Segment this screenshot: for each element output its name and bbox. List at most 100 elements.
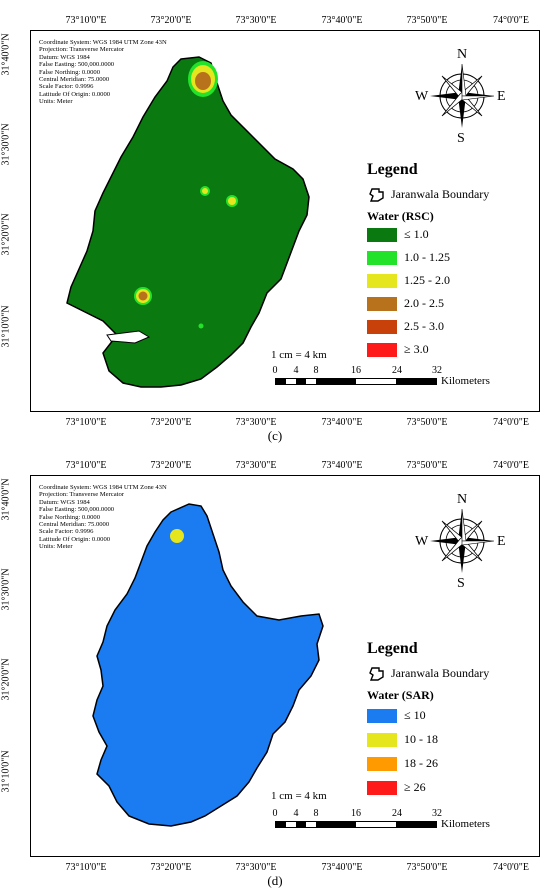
- figure-caption: (c): [267, 428, 283, 443]
- meta-line: False Northing: 0.0000: [39, 513, 100, 521]
- compass-e: E: [497, 534, 506, 549]
- legend-item: 18 - 26: [367, 756, 438, 771]
- jaranwala-sar-map: [92, 503, 324, 827]
- lat-label-left: 31°40'0"N: [0, 478, 12, 521]
- legend-swatch: [367, 756, 397, 771]
- meta-line: Units: Meter: [39, 543, 73, 551]
- scale-tick: 32: [432, 365, 442, 376]
- legend-item: 10 - 18: [367, 732, 438, 747]
- boundary-icon: [369, 666, 384, 681]
- lon-label-top: 73°10'0"E: [65, 15, 107, 26]
- legend-swatch: [367, 250, 397, 265]
- scale-tick: 16: [351, 808, 361, 819]
- meta-line: Latitude Of Origin: 0.0000: [39, 90, 111, 98]
- scale-tick: 24: [392, 808, 402, 819]
- lat-label-left: 31°30'0"N: [0, 568, 12, 611]
- meta-line: Central Meridian: 75.0000: [39, 521, 110, 529]
- figure-caption: (d): [267, 873, 283, 888]
- lon-label-bottom: 73°30'0"E: [235, 417, 277, 428]
- legend-swatch: [367, 227, 397, 242]
- meta-line: False Easting: 500,000.0000: [39, 61, 115, 69]
- lat-label-left: 31°20'0"N: [0, 658, 12, 701]
- legend-boundary: Jaranwala Boundary: [369, 666, 489, 681]
- scale-tick: 4: [293, 365, 299, 376]
- compass-s: S: [457, 576, 465, 591]
- lon-label-top: 73°50'0"E: [406, 15, 448, 26]
- legend-item: ≤ 10: [367, 708, 426, 723]
- legend-title: Legend: [367, 161, 418, 178]
- lon-label-bottom: 73°50'0"E: [406, 417, 448, 428]
- scale-tick: 8: [313, 365, 319, 376]
- legend-item: 1.0 - 1.25: [367, 250, 450, 265]
- meta-line: Projection: Transverse Mercator: [39, 46, 124, 54]
- lat-label-left: 31°40'0"N: [0, 33, 12, 76]
- compass-e: E: [497, 89, 506, 104]
- lon-label-top: 73°10'0"E: [65, 460, 107, 471]
- lon-label-bottom: 73°30'0"E: [235, 862, 277, 873]
- lon-label-bottom: 73°10'0"E: [65, 862, 107, 873]
- meta-line: Scale Factor: 0.9996: [39, 528, 94, 536]
- legend-boundary: Jaranwala Boundary: [369, 187, 489, 202]
- map-frame: 73°10'0"E 73°20'0"E 73°30'0"E 73°40'0"E …: [1, 460, 540, 873]
- lon-label-top: 73°20'0"E: [150, 15, 192, 26]
- legend-item: 2.5 - 3.0: [367, 319, 444, 334]
- map-panel-c: 73°10'0"E 73°20'0"E 73°30'0"E 73°40'0"E …: [0, 0, 550, 445]
- compass-w: W: [415, 89, 429, 104]
- legend-swatch: [367, 780, 397, 795]
- meta-line: Datum: WGS 1984: [39, 498, 90, 506]
- lon-label-bottom: 73°40'0"E: [321, 417, 363, 428]
- lat-label-left: 31°20'0"N: [0, 213, 12, 256]
- lon-label-top: 73°40'0"E: [321, 15, 363, 26]
- lat-label-left: 31°10'0"N: [0, 750, 12, 793]
- legend-item-label: ≤ 10: [404, 708, 426, 722]
- meta-line: Coordinate System: WGS 1984 UTM Zone 43N: [39, 39, 167, 46]
- meta-line: False Easting: 500,000.0000: [39, 506, 115, 514]
- meta-line: False Northing: 0.0000: [39, 68, 100, 76]
- projection-info: Coordinate System: WGS 1984 UTM Zone 43N…: [39, 484, 167, 551]
- scale-tick: 24: [392, 365, 402, 376]
- scale-tick: 4: [293, 808, 299, 819]
- legend-item: 2.0 - 2.5: [367, 296, 444, 311]
- legend-subtitle: Water (RSC): [367, 209, 434, 223]
- map-panel-d: 73°10'0"E 73°20'0"E 73°30'0"E 73°40'0"E …: [0, 445, 550, 891]
- lon-label-top: 73°40'0"E: [321, 460, 363, 471]
- district-boundary: [66, 56, 310, 388]
- jaranwala-rsc-map: [66, 56, 310, 388]
- lon-label-bottom: 73°20'0"E: [150, 417, 192, 428]
- compass-w: W: [415, 534, 429, 549]
- scale-unit: Kilometers: [441, 375, 490, 387]
- lon-label-top: 74°0'0"E: [493, 15, 529, 26]
- legend-item-label: 1.0 - 1.25: [404, 250, 450, 264]
- legend-item: 1.25 - 2.0: [367, 273, 450, 288]
- legend-item-label: 2.5 - 3.0: [404, 319, 444, 333]
- legend-item-label: 10 - 18: [404, 732, 438, 746]
- legend-item-label: 18 - 26: [404, 756, 438, 770]
- lon-label-bottom: 73°40'0"E: [321, 862, 363, 873]
- sar-hotspot: [170, 529, 184, 543]
- scale-ratio: 1 cm = 4 km: [271, 349, 327, 361]
- legend-swatch: [367, 708, 397, 723]
- legend-item: ≥ 3.0: [367, 342, 429, 357]
- meta-line: Datum: WGS 1984: [39, 53, 90, 61]
- district-boundary: [92, 503, 324, 827]
- meta-line: Coordinate System: WGS 1984 UTM Zone 43N: [39, 484, 167, 491]
- meta-line: Latitude Of Origin: 0.0000: [39, 535, 111, 543]
- scale-tick: 32: [432, 808, 442, 819]
- scale-tick: 0: [272, 808, 278, 819]
- lon-label-top: 73°50'0"E: [406, 460, 448, 471]
- map-frame: 73°10'0"E 73°20'0"E 73°30'0"E 73°40'0"E …: [1, 15, 540, 428]
- lon-label-bottom: 73°50'0"E: [406, 862, 448, 873]
- lon-label-bottom: 73°20'0"E: [150, 862, 192, 873]
- scale-tick: 8: [313, 808, 319, 819]
- lon-label-bottom: 73°10'0"E: [65, 417, 107, 428]
- compass-rose-icon: [430, 508, 495, 573]
- lon-label-bottom: 74°0'0"E: [493, 417, 529, 428]
- compass-n: N: [457, 492, 468, 507]
- lon-label-top: 73°20'0"E: [150, 460, 192, 471]
- legend-boundary-label: Jaranwala Boundary: [391, 666, 490, 680]
- legend-swatch: [367, 732, 397, 747]
- legend-boundary-label: Jaranwala Boundary: [391, 187, 490, 201]
- legend-subtitle: Water (SAR): [367, 688, 434, 702]
- legend-item-label: 1.25 - 2.0: [404, 273, 450, 287]
- hotspot-core: [195, 72, 211, 90]
